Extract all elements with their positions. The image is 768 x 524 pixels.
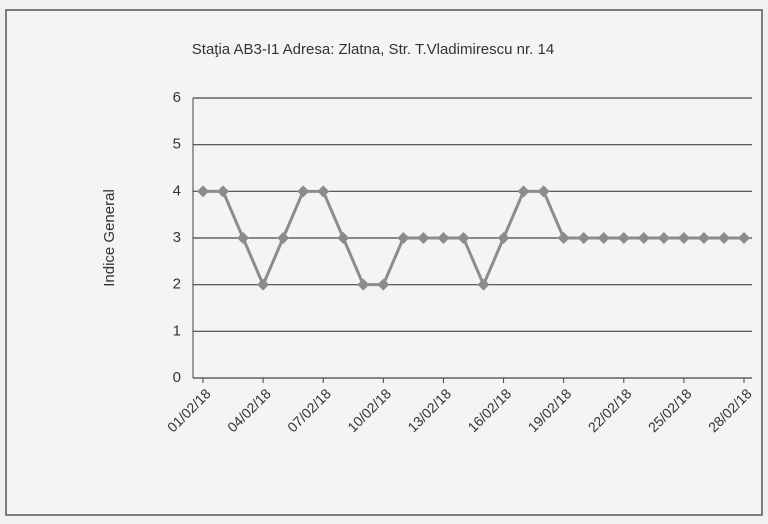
point-marker	[717, 232, 730, 244]
point-marker	[257, 278, 270, 291]
point-marker	[477, 278, 490, 291]
point-marker	[377, 278, 390, 291]
chart-title: Staţia AB3-I1 Adresa: Zlatna, Str. T.Vla…	[192, 41, 554, 58]
point-marker	[397, 232, 410, 244]
point-marker	[237, 232, 250, 244]
point-marker	[337, 232, 350, 244]
y-tick-label: 0	[173, 369, 181, 386]
point-marker	[317, 185, 330, 198]
point-marker	[457, 232, 470, 244]
point-marker	[217, 185, 230, 198]
point-marker	[738, 232, 750, 244]
point-marker	[697, 232, 710, 244]
point-marker	[557, 232, 570, 244]
chart-frame	[5, 9, 763, 516]
point-marker	[497, 232, 510, 244]
y-tick-label: 5	[173, 136, 181, 153]
y-tick-label: 3	[173, 229, 181, 246]
point-marker	[517, 185, 530, 198]
y-tick-label: 6	[173, 89, 181, 106]
point-marker	[537, 185, 550, 198]
point-marker	[637, 232, 650, 244]
point-marker	[657, 232, 670, 244]
point-marker	[417, 232, 430, 244]
point-marker	[357, 278, 370, 291]
point-marker	[277, 232, 290, 244]
y-tick-label: 1	[173, 322, 181, 339]
point-marker	[597, 232, 610, 244]
point-marker	[437, 232, 450, 244]
point-marker	[677, 232, 690, 244]
y-tick-label: 2	[173, 276, 181, 293]
point-marker	[197, 185, 209, 198]
point-marker	[577, 232, 590, 244]
point-marker	[297, 185, 310, 198]
point-marker	[617, 232, 630, 244]
y-tick-label: 4	[173, 182, 181, 199]
series-line	[203, 189, 744, 289]
y-axis-label: Indice General	[101, 189, 118, 287]
